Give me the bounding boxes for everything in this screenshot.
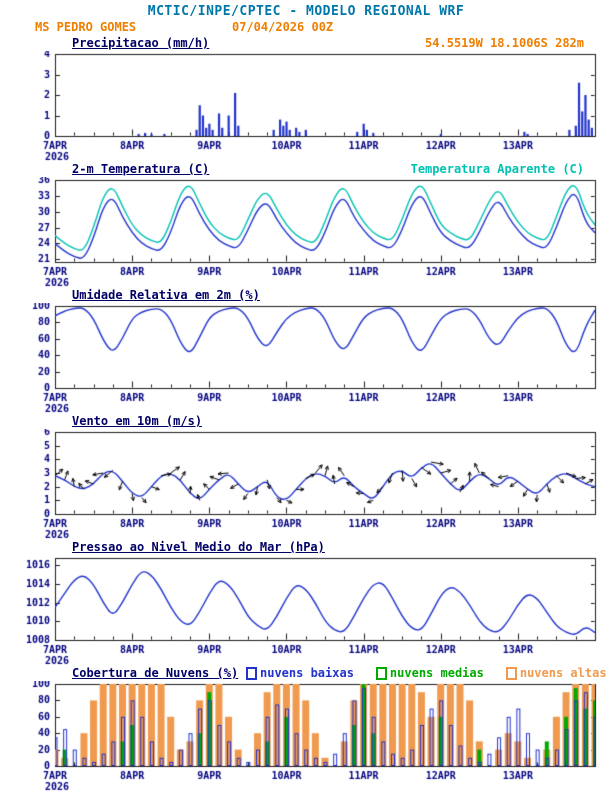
apparent-temperature-label: Temperatura Aparente (C) xyxy=(410,162,584,176)
panel-pressure: Pressao ao Nivel Medio do Mar (hPa) xyxy=(0,539,612,665)
cloud-legend: nuvens baixas nuvens medias nuvens altas xyxy=(246,666,607,680)
mid-clouds-label: nuvens medias xyxy=(389,666,484,680)
legend-item-low-clouds: nuvens baixas xyxy=(246,666,354,680)
panel-humidity: Umidade Relativa em 2m (%) xyxy=(0,287,612,413)
mid-clouds-swatch-icon xyxy=(375,666,387,680)
station-name: MS PEDRO GOMES xyxy=(35,20,137,34)
wind-chart xyxy=(0,429,612,539)
low-clouds-label: nuvens baixas xyxy=(260,666,354,680)
temperature-chart xyxy=(0,177,612,287)
high-clouds-swatch-icon xyxy=(505,666,517,680)
page-header: MCTIC/INPE/CPTEC - MODELO REGIONAL WRF M… xyxy=(0,0,612,35)
precipitation-chart xyxy=(0,51,612,161)
panel-cloud-cover: Cobertura de Nuvens (%) nuvens baixas nu… xyxy=(0,665,612,791)
panel-title-precipitation: Precipitacao (mm/h) xyxy=(72,36,210,50)
humidity-chart xyxy=(0,303,612,413)
panel-precipitation: Precipitacao (mm/h) 54.5519W 18.1006S 28… xyxy=(0,35,612,161)
page-title: MCTIC/INPE/CPTEC - MODELO REGIONAL WRF xyxy=(147,4,465,19)
precipitation-title-row: Precipitacao (mm/h) 54.5519W 18.1006S 28… xyxy=(0,35,612,51)
humidity-title-row: Umidade Relativa em 2m (%) xyxy=(0,287,612,303)
panel-title-cloud-cover: Cobertura de Nuvens (%) xyxy=(72,666,239,680)
panel-wind: Vento em 10m (m/s) xyxy=(0,413,612,539)
panel-title-temperature: 2-m Temperatura (C) xyxy=(72,162,210,176)
run-info-row: MS PEDRO GOMES 07/04/2026 00Z xyxy=(0,20,612,35)
run-datetime: 07/04/2026 00Z xyxy=(232,20,334,34)
legend-item-high-clouds: nuvens altas xyxy=(505,666,607,680)
temperature-title-row: 2-m Temperatura (C) Temperatura Aparente… xyxy=(0,161,612,177)
legend-item-mid-clouds: nuvens medias xyxy=(375,666,484,680)
panel-title-wind: Vento em 10m (m/s) xyxy=(72,414,203,428)
low-clouds-swatch-icon xyxy=(246,666,257,680)
high-clouds-label: nuvens altas xyxy=(519,666,607,680)
panel-title-pressure: Pressao ao Nivel Medio do Mar (hPa) xyxy=(72,540,325,554)
pressure-chart xyxy=(0,555,612,665)
cloud-cover-chart xyxy=(0,681,612,791)
cloud-cover-title-row: Cobertura de Nuvens (%) nuvens baixas nu… xyxy=(0,665,612,681)
station-coordinates: 54.5519W 18.1006S 282m xyxy=(425,36,584,50)
panel-temperature: 2-m Temperatura (C) Temperatura Aparente… xyxy=(0,161,612,287)
wind-title-row: Vento em 10m (m/s) xyxy=(0,413,612,429)
panel-title-humidity: Umidade Relativa em 2m (%) xyxy=(72,288,260,302)
pressure-title-row: Pressao ao Nivel Medio do Mar (hPa) xyxy=(0,539,612,555)
